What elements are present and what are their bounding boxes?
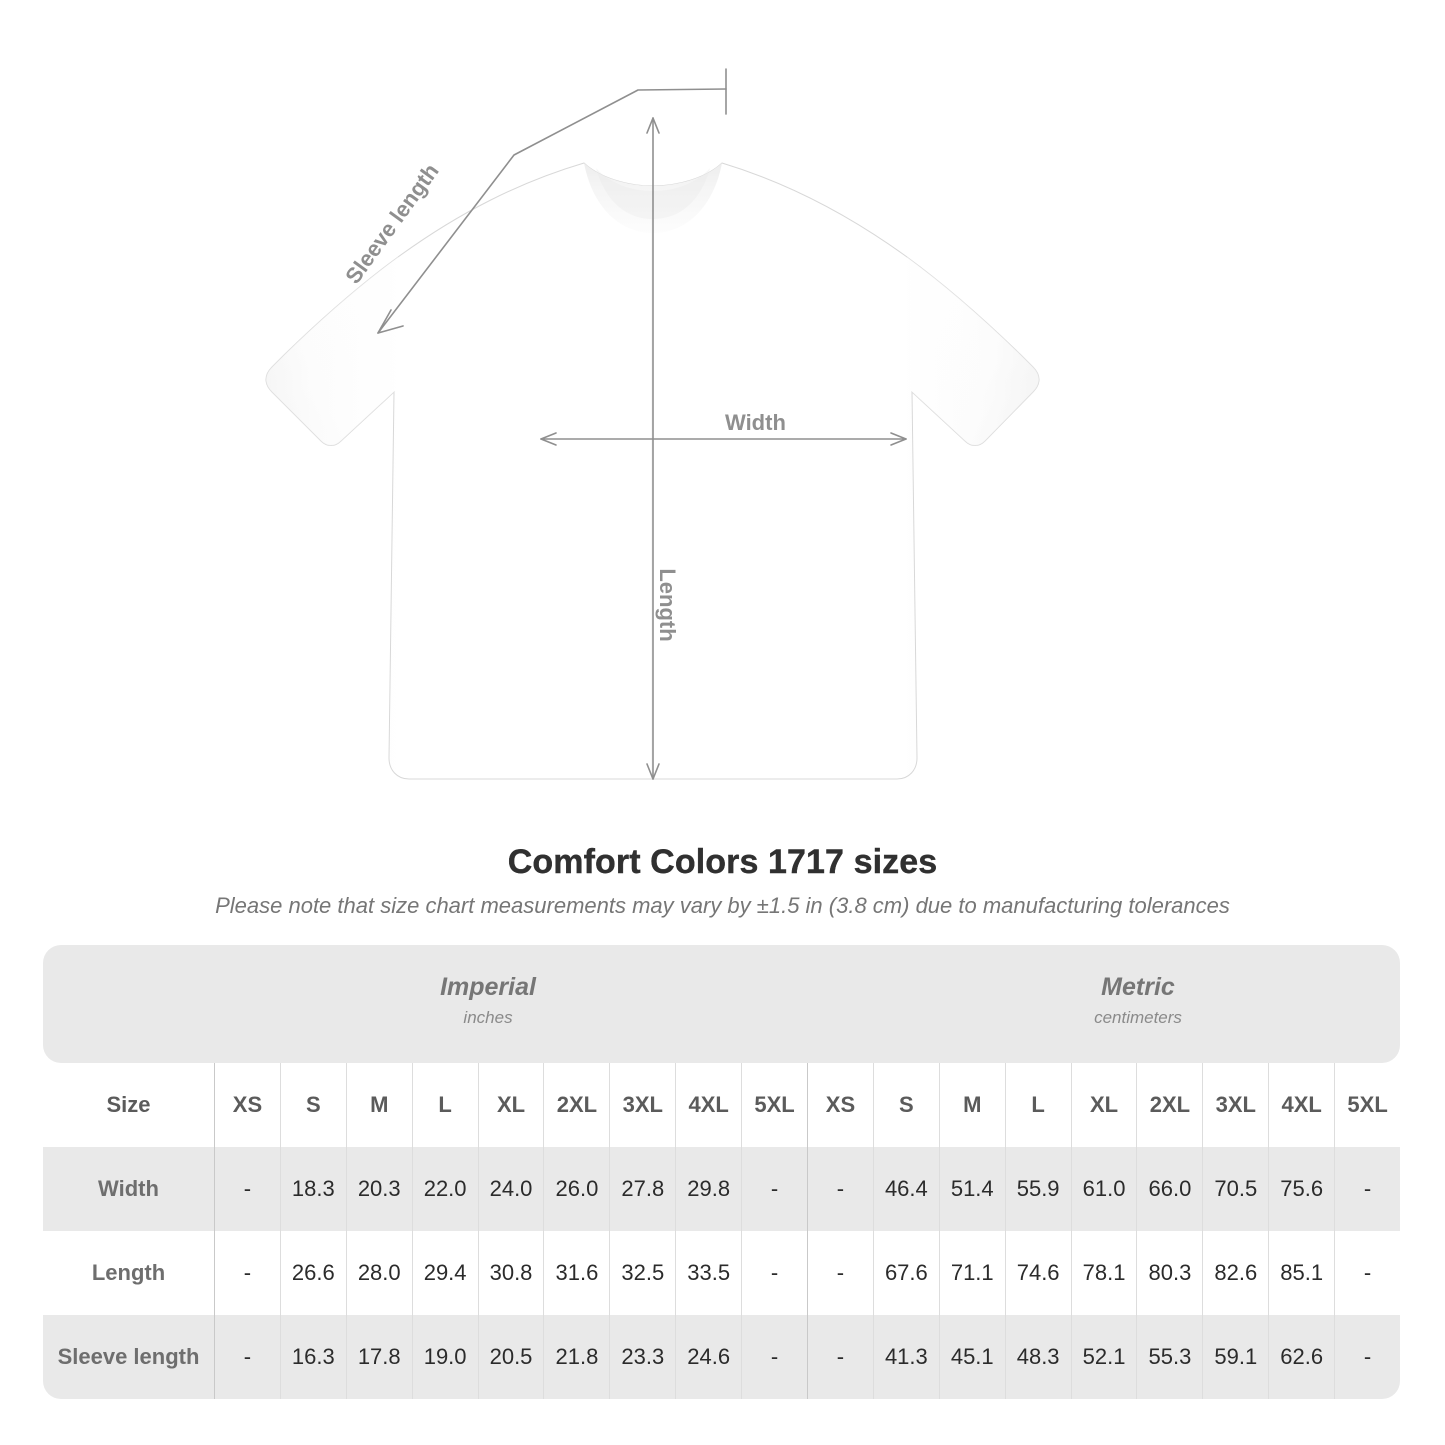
svg-text:Length: Length — [655, 568, 680, 641]
svg-text:Width: Width — [725, 410, 786, 435]
